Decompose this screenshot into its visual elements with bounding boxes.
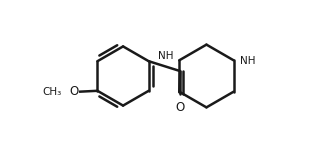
Text: CH₃: CH₃	[42, 87, 61, 97]
Text: O: O	[69, 85, 78, 98]
Text: NH: NH	[240, 56, 256, 66]
Text: O: O	[175, 101, 185, 114]
Text: NH: NH	[158, 51, 173, 61]
